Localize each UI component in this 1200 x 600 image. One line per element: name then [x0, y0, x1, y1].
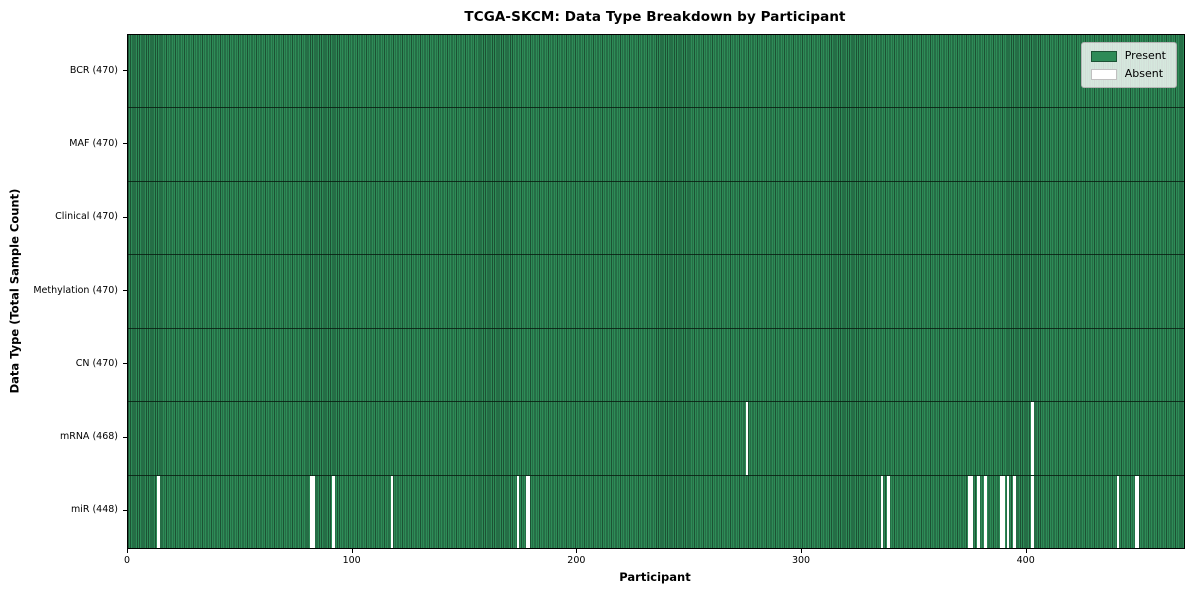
legend-item-present: Present	[1090, 49, 1166, 62]
absent-gap	[970, 475, 974, 548]
x-tick-mark	[1025, 548, 1027, 553]
x-tick-label-0: 0	[123, 555, 131, 566]
data-type-row-MAF	[128, 108, 1184, 182]
y-tick-label-mRNA: mRNA (468)	[59, 431, 118, 443]
x-tick-label-300: 300	[791, 555, 811, 566]
plot-area: Present Absent	[127, 34, 1185, 549]
absent-gap	[968, 475, 971, 548]
absent-gap	[977, 475, 980, 548]
absent-gap	[1116, 475, 1120, 548]
absent-gap	[745, 402, 749, 475]
absent-gap	[312, 475, 315, 548]
absent-gap	[1013, 475, 1016, 548]
absent-gap	[157, 475, 160, 548]
absent-gap	[999, 475, 1003, 548]
absent-gap	[309, 475, 313, 548]
absent-gap	[887, 475, 890, 548]
y-tick-label-MAF: MAF (470)	[69, 137, 118, 149]
x-tick-mark	[351, 548, 353, 553]
x-tick-label-100: 100	[342, 555, 361, 566]
y-tick-mark	[123, 363, 127, 365]
x-axis-label: Participant	[619, 570, 691, 584]
legend-label-present: Present	[1124, 49, 1166, 62]
absent-gap	[1002, 475, 1005, 548]
x-tick-label-200: 200	[567, 555, 586, 566]
absent-gap	[516, 475, 520, 548]
y-tick-label-CN: CN (470)	[75, 357, 118, 369]
absent-gap	[332, 475, 335, 548]
y-tick-label-miR: miR (448)	[70, 504, 118, 516]
chart-title: TCGA-SKCM: Data Type Breakdown by Partic…	[464, 9, 846, 25]
y-tick-mark	[123, 290, 127, 291]
y-tick-label-BCR: BCR (470)	[69, 64, 118, 76]
data-type-row-Clinical	[128, 182, 1184, 256]
absent-gap	[1006, 475, 1009, 548]
absent-gap	[880, 475, 884, 548]
y-tick-mark	[123, 70, 127, 72]
present-swatch-icon	[1090, 50, 1117, 62]
absent-gap	[1134, 475, 1138, 548]
y-tick-mark	[123, 509, 127, 511]
legend-label-absent: Absent	[1124, 67, 1164, 80]
x-tick-mark	[576, 548, 578, 553]
y-tick-mark	[123, 216, 127, 218]
absent-gap	[525, 475, 529, 548]
legend-item-absent: Absent	[1090, 67, 1166, 80]
data-type-row-Methylation	[128, 255, 1184, 329]
data-type-rows	[128, 35, 1184, 548]
x-tick-mark	[801, 548, 803, 553]
y-tick-mark	[123, 436, 127, 438]
y-tick-label-Methylation: Methylation (470)	[33, 284, 118, 296]
y-tick-label-Clinical: Clinical (470)	[55, 211, 118, 223]
data-type-row-CN	[128, 329, 1184, 403]
absent-gap	[390, 475, 394, 548]
absent-gap	[984, 475, 987, 548]
absent-gap	[1136, 475, 1140, 548]
absent-gap	[527, 475, 531, 548]
data-type-row-miR	[128, 475, 1184, 548]
x-tick-mark	[127, 548, 128, 553]
y-tick-mark	[123, 143, 127, 145]
x-tick-label-400: 400	[1016, 555, 1035, 566]
data-type-row-mRNA	[128, 402, 1184, 476]
legend: Present Absent	[1080, 42, 1177, 88]
absent-gap	[1031, 475, 1034, 548]
data-type-row-BCR	[128, 35, 1184, 109]
absent-gap	[1031, 402, 1034, 475]
absent-swatch-icon	[1090, 68, 1117, 80]
